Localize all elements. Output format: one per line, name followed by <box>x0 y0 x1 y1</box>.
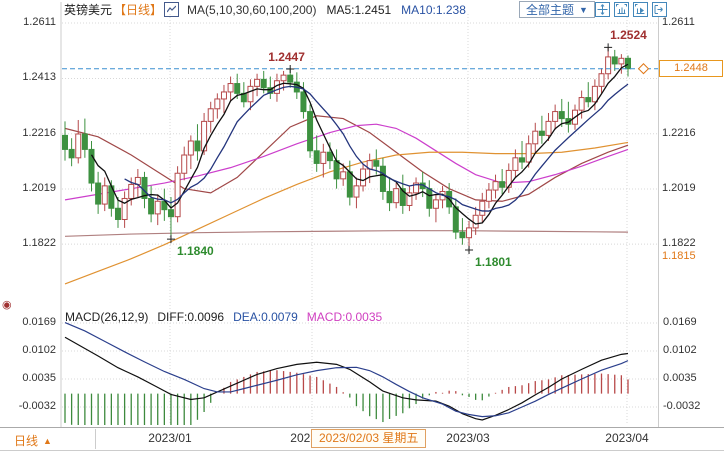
macd-axis-label-left: 0.0035 <box>22 372 56 384</box>
price-annotation: 1.2524 <box>610 28 647 43</box>
macd-axis-label-left: 0.0169 <box>22 316 56 328</box>
y-axis-label-left: 1.2019 <box>22 181 56 194</box>
ma5-value-label: MA5:1.2451 <box>326 2 392 17</box>
macd-axis-label-right: 0.0102 <box>663 344 697 356</box>
chart-toolbar <box>595 2 667 17</box>
current-price-badge: 1.2448 <box>659 60 723 77</box>
y-axis-label-right: 1.2019 <box>662 181 696 194</box>
ma10-value-label: MA10:1.238 <box>401 2 466 17</box>
macd-legend: MACD(26,12,9) DIFF:0.0096 DEA:0.0079 MAC… <box>65 310 382 324</box>
y-axis-label-right: 1.2611 <box>662 16 695 28</box>
macd-axis-label-left: 0.0102 <box>22 344 56 356</box>
kline-chart-icon[interactable] <box>164 2 180 17</box>
period-low-label: 1.1815 <box>662 250 696 262</box>
y-axis-label-right: 1.2216 <box>662 126 696 139</box>
macd-title: MACD(26,12,9) <box>65 310 149 324</box>
ma-group-label: MA(5,10,30,60,100,200) <box>187 2 317 17</box>
price-annotation: 1.1840 <box>176 244 214 259</box>
exit-icon[interactable] <box>652 2 667 17</box>
y-axis-label-left: 1.2413 <box>22 71 56 84</box>
symbol-name: 英镑美元 <box>64 3 113 17</box>
period-selector-label: 日线 <box>14 434 39 448</box>
theme-dropdown-button[interactable]: 全部主题 ▼ <box>519 1 595 18</box>
indicator-settings-icon[interactable]: ◉ <box>2 299 12 311</box>
theme-dropdown-label: 全部主题 <box>526 3 575 17</box>
macd-macd-value: MACD:0.0035 <box>306 310 383 324</box>
period-selector[interactable]: 日线 ▲ <box>14 432 52 449</box>
pan-move-icon[interactable] <box>595 2 610 17</box>
period-tag: 【日线】 <box>114 3 163 17</box>
highlighted-date-label[interactable]: 2023/02/03 星期五 <box>311 429 427 448</box>
chart-legend: 英镑美元 【日线】 MA(5,10,30,60,100,200) MA5:1.24… <box>64 2 476 17</box>
macd-axis-label-right: -0.0032 <box>663 399 701 412</box>
y-axis-label-right: 1.1822 <box>662 237 696 250</box>
zoom-range-icon[interactable] <box>614 2 629 17</box>
x-axis-label: 2023/01 <box>148 431 192 445</box>
macd-axis-label-left: -0.0032 <box>18 399 56 412</box>
symbol-title: 英镑美元 【日线】 <box>64 1 162 18</box>
y-axis-label-left: 1.2216 <box>22 126 56 139</box>
play-forward-icon[interactable] <box>633 2 648 17</box>
macd-diff-value: DIFF:0.0096 <box>157 310 225 324</box>
price-annotation: 1.2447 <box>268 49 305 64</box>
macd-axis-label-right: 0.0169 <box>663 316 697 328</box>
macd-axis-label-right: 0.0035 <box>663 372 697 384</box>
macd-dea-value: DEA:0.0079 <box>233 310 298 324</box>
y-axis-label-left: 1.2611 <box>23 16 56 28</box>
x-axis-label: 2023/04 <box>605 431 649 445</box>
price-annotation: 1.1801 <box>475 255 512 270</box>
triangle-up-icon: ▲ <box>43 435 52 446</box>
x-axis-label: 2023/03 <box>446 431 490 445</box>
y-axis-label-left: 1.1822 <box>22 237 56 250</box>
chevron-down-icon: ▼ <box>579 4 588 15</box>
